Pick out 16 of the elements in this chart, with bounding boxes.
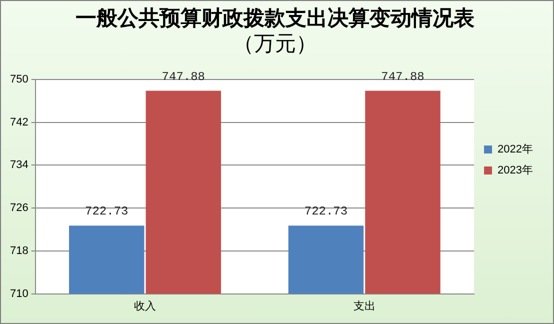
legend-label: 2022年 bbox=[498, 144, 534, 156]
data-label: 722.73 bbox=[304, 204, 348, 219]
y-tick-label: 742 bbox=[10, 116, 28, 128]
chart-subtitle: （万元） bbox=[233, 31, 317, 56]
x-tick-label: 收入 bbox=[134, 299, 156, 312]
y-tick-label: 726 bbox=[10, 202, 28, 214]
data-label: 747.88 bbox=[381, 70, 424, 84]
data-label: 747.88 bbox=[162, 70, 206, 84]
legend-label: 2023年 bbox=[498, 164, 534, 177]
chart-title: 一般公共预算财政拨款支出决算变动情况表 bbox=[76, 6, 474, 30]
y-tick-label: 718 bbox=[10, 244, 28, 257]
y-tick-label: 734 bbox=[10, 159, 28, 172]
data-label: 722.73 bbox=[85, 204, 128, 219]
x-tick-label: 支出 bbox=[353, 299, 376, 312]
y-tick-label: 750 bbox=[10, 73, 28, 86]
y-tick-label: 710 bbox=[10, 288, 28, 300]
